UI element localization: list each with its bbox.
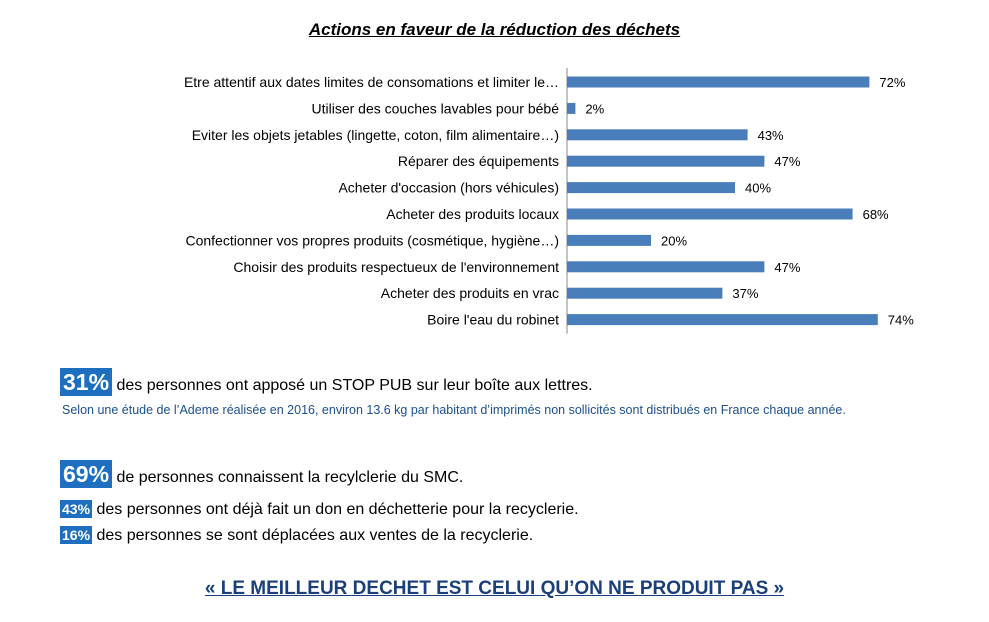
bar	[567, 287, 723, 299]
bar	[567, 129, 748, 141]
data-label: 37%	[732, 286, 758, 301]
category-label: Choisir des produits respectueux de l'en…	[233, 259, 559, 275]
bar	[567, 234, 651, 246]
category-label: Etre attentif aux dates limites de conso…	[184, 74, 559, 90]
category-label: Acheter d'occasion (hors véhicules)	[338, 180, 559, 196]
bar	[567, 208, 853, 220]
category-label: Acheter des produits locaux	[386, 206, 559, 222]
chart-title: Actions en faveur de la réduction des dé…	[308, 20, 681, 39]
category-label: Eviter les objets jetables (lingette, co…	[192, 127, 559, 143]
stat-don-dechetterie-badge: 43%	[60, 500, 93, 518]
bar	[567, 261, 765, 273]
stat-recyclerie-known: 69% de personnes connaissent la recylcle…	[60, 460, 463, 488]
stat-stop-pub-badge: 31%	[60, 368, 113, 396]
category-label: Boire l'eau du robinet	[427, 312, 559, 328]
bar	[567, 155, 765, 167]
slogan: « LE MEILLEUR DECHET EST CELUI QU’ON NE …	[204, 578, 785, 599]
data-label: 74%	[888, 313, 914, 328]
stat-ventes: 16% des personnes se sont déplacées aux …	[60, 526, 533, 545]
category-label: Acheter des produits en vrac	[381, 285, 559, 301]
stat-ventes-badge: 16%	[60, 526, 93, 544]
stat-recyclerie-known-text: de personnes connaissent la recylclerie …	[112, 469, 464, 486]
category-label: Confectionner vos propres produits (cosm…	[185, 232, 559, 248]
data-label: 47%	[774, 154, 800, 169]
bar-chart: Etre attentif aux dates limites de conso…	[184, 68, 914, 334]
bar	[567, 182, 735, 194]
stat-don-dechetterie: 43% des personnes ont déjà fait un don e…	[60, 500, 579, 519]
stat-don-dechetterie-text: des personnes ont déjà fait un don en dé…	[92, 501, 579, 518]
bar	[567, 314, 878, 326]
stat-recyclerie-known-badge: 69%	[60, 460, 113, 488]
data-label: 68%	[863, 207, 889, 222]
bar	[567, 102, 576, 114]
data-label: 43%	[758, 128, 784, 143]
stat-stop-pub: 31% des personnes ont apposé un STOP PUB…	[60, 368, 593, 396]
bar	[567, 76, 870, 88]
category-label: Réparer des équipements	[398, 153, 559, 169]
ademe-note: Selon une étude de l’Ademe réalisée en 2…	[62, 403, 846, 417]
stat-stop-pub-text: des personnes ont apposé un STOP PUB sur…	[112, 377, 593, 394]
stat-ventes-text: des personnes se sont déplacées aux vent…	[92, 527, 534, 544]
data-label: 47%	[774, 260, 800, 275]
data-label: 72%	[879, 75, 905, 90]
data-label: 40%	[745, 181, 771, 196]
data-label: 20%	[661, 233, 687, 248]
data-label: 2%	[585, 101, 604, 116]
category-label: Utiliser des couches lavables pour bébé	[312, 100, 560, 116]
